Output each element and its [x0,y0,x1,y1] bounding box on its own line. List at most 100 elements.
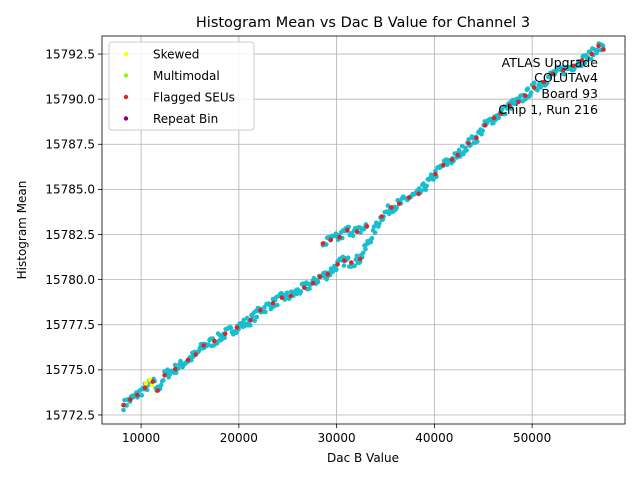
data-point-base [307,286,312,292]
legend-label-multimodal: Multimodal [153,69,220,83]
data-point-base [464,148,469,153]
grid-lines [102,36,625,424]
data-point-flagged-seus [288,293,294,299]
data-point-base [528,90,534,95]
legend-marker-repeat-bin [123,116,129,121]
data-point-flagged-seus [337,234,342,240]
data-point-base [372,230,378,235]
data-point-base [263,309,268,315]
data-point-flagged-seus [455,152,461,158]
data-point-base [172,362,178,368]
x-tick-label: 40000 [415,431,453,445]
data-point-flagged-seus [433,171,438,177]
data-point-flagged-seus [302,285,307,291]
data-point-skewed [143,381,149,386]
data-point-flagged-seus [150,379,156,384]
data-point-base [576,58,581,64]
x-axis-ticks: 10000 20000 30000 40000 50000 [122,424,551,445]
data-point-base [139,393,145,398]
data-point-base [595,47,600,53]
data-point-base [377,221,382,226]
data-points-flagged [121,43,606,408]
x-axis-label: Dac B Value [327,451,399,465]
data-point-base [368,239,374,245]
data-point-base [350,233,356,239]
data-point-flagged-seus [201,343,206,348]
data-point-flagged-seus [440,162,446,168]
data-point-flagged-seus [416,191,422,197]
legend-label-flagged-seus: Flagged SEUs [153,91,235,105]
legend-label-skewed: Skewed [153,48,199,62]
data-point-base [173,370,179,376]
data-point-base [352,263,358,269]
data-point-base [562,71,567,77]
data-point-flagged-seus [491,115,497,121]
data-point-flagged-seus [258,308,263,313]
data-point-flagged-seus [354,229,360,235]
data-point-base [502,111,508,117]
data-point-base [234,330,239,336]
data-point-flagged-seus [142,385,148,391]
data-point-flagged-seus [589,51,595,57]
data-point-base [361,250,366,256]
data-point-flagged-seus [507,103,512,108]
data-point-base [423,187,429,193]
data-point-base [579,63,584,68]
data-point-base [275,302,280,308]
data-point-flagged-seus [406,195,412,200]
data-point-base [262,305,267,310]
y-tick-label: 15782.5 [45,228,95,242]
data-point-flagged-seus [561,68,566,73]
data-point-flagged-seus [345,227,350,233]
x-tick-label: 30000 [318,431,356,445]
annotation-line-2: COLUTAv4 [534,70,598,85]
data-point-base [228,325,234,331]
data-point-base [167,372,172,377]
data-point-base [248,323,253,328]
data-point-skewed [149,382,155,388]
data-point-base [358,230,363,236]
data-point-flagged-seus [320,241,326,246]
y-axis-ticks: 15772.5 15775.0 15777.5 15780.0 15782.5 15785… [45,47,102,422]
annotation-line-3: Board 93 [541,86,598,101]
x-tick-label: 10000 [122,431,160,445]
data-point-base [334,267,339,273]
y-tick-label: 15792.5 [45,47,95,61]
data-point-base [254,314,260,320]
data-point-base [424,183,430,189]
data-point-base [547,75,552,80]
data-point-flagged-seus [357,256,363,262]
plot-frame [101,35,626,425]
data-point-flagged-seus [325,271,331,277]
data-point-flagged-seus [601,47,606,52]
data-point-base [385,203,391,208]
legend-marker-skewed [123,51,129,57]
data-point-flagged-seus [396,201,402,207]
data-point-flagged-seus [541,79,547,85]
data-point-base [466,137,472,142]
data-point-flagged-seus [498,111,504,116]
data-point-base [475,139,480,144]
data-point-flagged-seus [516,99,521,105]
data-point-base [121,407,126,413]
annotation-line-1: ATLAS Upgrade [502,55,599,70]
x-tick-label: 50000 [513,431,551,445]
chart-title: Histogram Mean vs Dac B Value for Channe… [196,15,530,31]
data-point-base [311,275,317,281]
data-point-flagged-seus [193,352,199,357]
data-point-base [600,43,606,49]
data-point-base [158,382,164,388]
data-point-base [419,188,424,194]
data-point-base [345,255,351,260]
y-tick-label: 15780.0 [45,273,95,287]
data-point-flagged-seus [121,402,126,408]
data-point-flagged-seus [482,123,488,128]
data-point-flagged-seus [570,63,576,69]
data-point-base [589,56,594,62]
data-point-flagged-seus [449,157,455,162]
data-point-flagged-seus [185,357,191,363]
data-point-flagged-seus [328,237,334,243]
data-point-base [363,246,368,252]
data-point-flagged-seus [310,280,316,286]
y-tick-label: 15777.5 [45,318,95,332]
